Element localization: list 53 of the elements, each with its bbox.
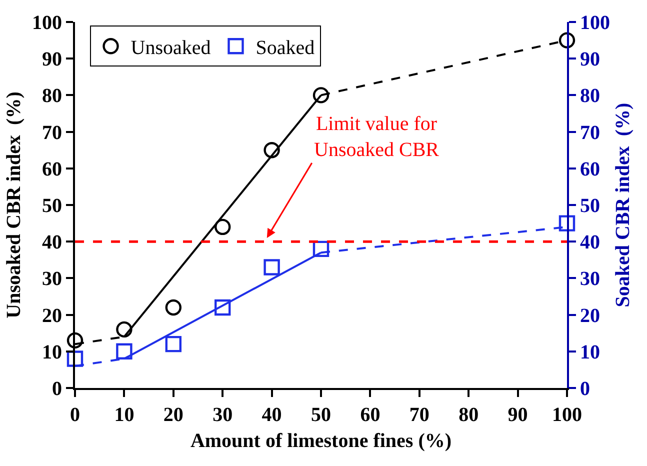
y-tick-label: 0	[52, 378, 62, 400]
x-tick-label: 70	[409, 404, 430, 426]
point	[312, 240, 330, 258]
x-tick-label: 90	[508, 404, 528, 426]
x-tick-label: 10	[114, 404, 134, 426]
y2-tick-label: 100	[580, 12, 610, 34]
y-axis-title: Unsoaked CBR index (%)	[3, 92, 25, 318]
x-tick-label: 40	[262, 404, 282, 426]
point	[116, 343, 132, 360]
y2-axis-title: Soaked CBR index (%)	[612, 102, 634, 308]
x-tick-label: 60	[360, 404, 380, 426]
y-tick-label: 50	[42, 195, 62, 217]
y-tick-label: 30	[42, 268, 62, 290]
point	[214, 218, 231, 236]
y-tick-label: 90	[42, 48, 62, 71]
legend-label: Soaked	[256, 36, 315, 59]
legend-label: Unsoaked	[130, 36, 211, 59]
x-tick-label: 30	[212, 404, 233, 426]
y-tick-label: 60	[42, 158, 62, 180]
y-tick-label: 100	[32, 12, 62, 34]
y2-tick-label: 0	[580, 378, 590, 400]
point	[165, 299, 182, 316]
point	[312, 87, 330, 104]
y-tick-label: 20	[42, 304, 62, 327]
y-tick-label: 80	[42, 85, 62, 108]
point	[558, 215, 576, 232]
point	[116, 321, 132, 338]
point	[558, 32, 576, 48]
y-tick-label: 10	[42, 341, 62, 364]
y2-tick-label: 10	[580, 341, 600, 364]
y-tick-label: 70	[42, 122, 62, 144]
x-tick-label: 20	[163, 404, 184, 426]
y-tick-label: 40	[42, 232, 62, 254]
y2-tick-label: 70	[580, 122, 600, 144]
point	[66, 332, 84, 349]
point	[214, 299, 231, 316]
y2-tick-label: 60	[580, 158, 600, 180]
y2-tick-label: 40	[580, 232, 600, 254]
x-tick-label: 100	[552, 404, 582, 426]
x-tick-label: 0	[70, 404, 80, 426]
point	[165, 336, 182, 352]
annotation: Limit value for Unsoaked CBR	[314, 113, 440, 161]
point	[264, 142, 280, 158]
x-tick-label: 80	[458, 404, 479, 426]
y2-tick-label: 30	[580, 268, 600, 290]
y2-tick-label: 90	[580, 48, 600, 71]
point	[264, 259, 280, 276]
y2-tick-label: 20	[580, 304, 600, 327]
x-axis-title: Amount of limestone fines (%)	[190, 430, 452, 452]
point	[66, 350, 84, 367]
x-tick-label: 50	[311, 404, 331, 426]
y2-tick-label: 80	[580, 85, 600, 108]
y2-tick-label: 50	[580, 195, 600, 217]
